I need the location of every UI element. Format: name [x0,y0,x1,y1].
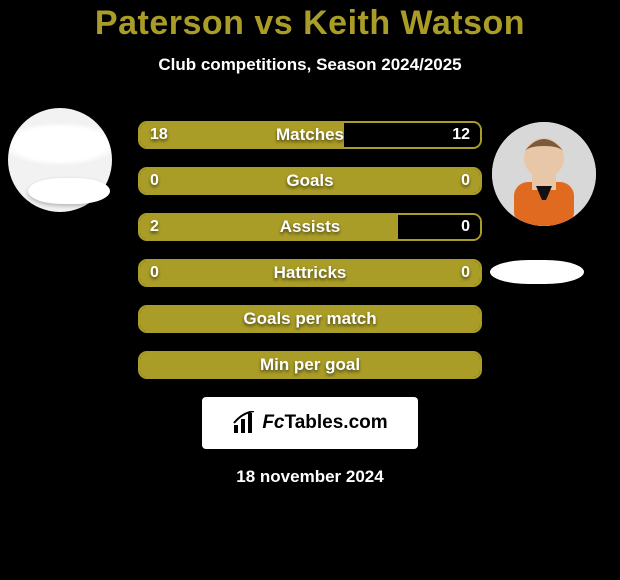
bar-segment-right [344,123,480,147]
bar-segment-right [398,215,480,239]
brand-badge[interactable]: FcTables.com [202,397,418,449]
bar-segment-left [140,215,398,239]
bar-segment-left [140,261,480,285]
brand-rest: Tables.com [285,412,388,433]
comparison-bar-row: Goals per match [138,305,482,333]
club-badge-right [490,260,584,284]
bar-segment-left [140,123,344,147]
comparison-bar-row: 00Hattricks [138,259,482,287]
club-badge-left [28,178,110,204]
comparison-card: Paterson vs Keith Watson Club competitio… [0,0,620,580]
footer-date: 18 november 2024 [0,467,620,487]
bar-segment-left [140,169,480,193]
player-avatar-right-image [492,122,596,226]
subtitle: Club competitions, Season 2024/2025 [0,55,620,75]
brand-chart-icon [232,411,256,435]
comparison-bar-row: 20Assists [138,213,482,241]
comparison-bars: 1812Matches 00Goals 20Assists 00Hattricks Go… [138,121,482,379]
page-title: Paterson vs Keith Watson [0,4,620,43]
comparison-bar-row: 00Goals [138,167,482,195]
bar-segment-left [140,353,480,377]
comparison-bar-row: 1812Matches [138,121,482,149]
brand-prefix: Fc [262,412,284,433]
player-avatar-right [492,122,596,226]
comparison-bar-row: Min per goal [138,351,482,379]
bar-segment-left [140,307,480,331]
